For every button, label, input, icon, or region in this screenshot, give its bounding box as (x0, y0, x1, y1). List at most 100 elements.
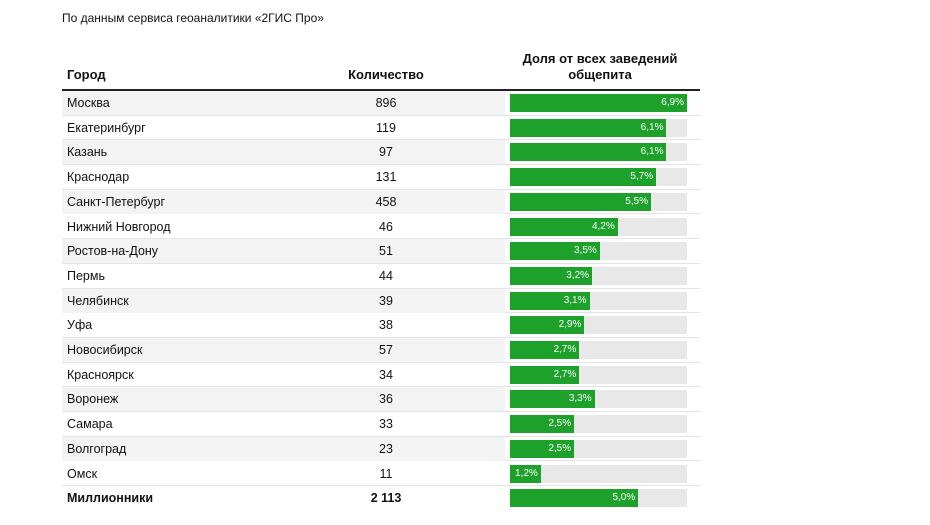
share-label: 6,9% (661, 97, 684, 108)
table-row: Санкт-Петербург 458 5,5% (62, 189, 700, 215)
table-row: Пермь 44 3,2% (62, 264, 700, 289)
header-count: Количество (348, 67, 424, 82)
count: 46 (379, 219, 393, 234)
bar-track: 5,5% (510, 192, 687, 211)
city: Нижний Новгород (67, 219, 171, 234)
share-bar: 3,1% (510, 291, 590, 310)
table-row: Екатеринбург 119 6,1% (62, 116, 700, 141)
city: Екатеринбург (67, 120, 146, 135)
share-bar: 2,5% (510, 415, 575, 434)
share-label: 2,9% (558, 319, 582, 331)
count: 2 113 (370, 491, 402, 506)
share-label: 2,5% (548, 442, 572, 454)
row-shade (62, 140, 505, 165)
bar-track: 5,0% (510, 489, 687, 508)
count: 57 (379, 343, 393, 357)
bar-track: 6,9% (510, 94, 687, 112)
count: 97 (379, 145, 393, 160)
share-bar: 6,9% (510, 94, 687, 112)
table-row: Волгоград 23 2,5% (62, 436, 700, 462)
bar-track: 6,1% (510, 118, 687, 137)
bar-track: 2,5% (510, 415, 687, 434)
table-row: Воронеж 36 3,3% (62, 387, 700, 413)
share-bar: 6,1% (510, 118, 667, 137)
share-bar: 4,2% (510, 217, 618, 236)
table-row: Омск 11 1,2% (62, 462, 700, 487)
share-bar: 5,7% (510, 168, 657, 187)
share-bar: 2,7% (510, 341, 580, 359)
bar-track: 4,2% (510, 217, 687, 236)
count: 38 (379, 318, 393, 333)
table-row: Челябинск 39 3,1% (62, 288, 700, 314)
count: 51 (379, 244, 393, 259)
share-bar: 3,2% (510, 266, 593, 285)
bar-track: 3,2% (510, 266, 687, 285)
share-label: 3,3% (568, 393, 592, 405)
share-bar: 2,9% (510, 316, 585, 335)
city: Москва (67, 96, 110, 110)
table-row: Москва 896 6,9% (62, 91, 700, 116)
share-bar: 3,5% (510, 242, 600, 261)
table-row: Краснодар 131 5,7% (62, 165, 700, 190)
share-label: 6,1% (640, 121, 664, 133)
share-bar: 2,7% (510, 365, 580, 384)
bar-track: 5,7% (510, 168, 687, 187)
bar-track: 2,7% (510, 341, 687, 359)
share-label: 2,7% (553, 368, 577, 380)
bar-track: 2,7% (510, 365, 687, 384)
city: Воронеж (67, 392, 119, 407)
bar-track: 6,1% (510, 143, 687, 162)
table-row: Уфа 38 2,9% (62, 313, 700, 338)
city: Челябинск (67, 293, 129, 308)
count: 34 (379, 367, 393, 382)
share-label: 3,5% (573, 245, 597, 257)
city: Миллионники (67, 491, 154, 506)
row-shade (62, 239, 505, 264)
table-row: Ростов-на-Дону 51 3,5% (62, 239, 700, 264)
share-bar: 1,2% (510, 464, 541, 483)
bar-track: 3,1% (510, 291, 687, 310)
count: 458 (375, 194, 397, 209)
table-row: Миллионники 2 113 5,0% (62, 486, 700, 511)
share-label: 5,5% (625, 195, 649, 207)
city: Волгоград (67, 441, 127, 456)
count: 44 (379, 268, 393, 283)
row-shade (62, 387, 505, 412)
header-share: Доля от всех заведений общепита (522, 51, 678, 82)
count: 131 (375, 170, 397, 185)
city: Самара (67, 417, 113, 432)
city: Ростов-на-Дону (67, 244, 159, 259)
bar-track: 2,5% (510, 439, 687, 458)
table-row: Казань 97 6,1% (62, 140, 700, 166)
count: 119 (376, 120, 396, 135)
bar-track: 2,9% (510, 316, 687, 335)
row-shade (62, 189, 505, 214)
share-label: 2,7% (553, 344, 577, 355)
share-label: 6,1% (640, 146, 664, 158)
bar-track: 3,3% (510, 390, 687, 409)
count: 896 (375, 96, 397, 110)
header-rule (62, 89, 700, 91)
city: Уфа (67, 318, 93, 333)
city: Новосибирск (67, 343, 143, 357)
city: Красноярск (67, 367, 134, 382)
row-shade (62, 338, 505, 362)
share-label: 3,2% (566, 269, 590, 281)
table-row: Нижний Новгород 46 4,2% (62, 215, 700, 240)
city: Краснодар (67, 170, 130, 185)
bar-track: 3,5% (510, 242, 687, 261)
bar-track: 1,2% (510, 464, 687, 483)
table-row: Красноярск 34 2,7% (62, 363, 700, 388)
share-label: 5,7% (630, 171, 654, 183)
share-bar: 5,5% (510, 192, 652, 211)
table-row: Самара 33 2,5% (62, 412, 700, 437)
share-bar: 2,5% (510, 439, 575, 458)
count: 36 (379, 392, 393, 407)
share-label: 3,1% (563, 294, 587, 306)
share-bar: 6,1% (510, 143, 667, 162)
count: 11 (379, 466, 393, 481)
header-city: Город (67, 67, 106, 82)
row-shade (62, 91, 505, 115)
table-row: Новосибирск 57 2,7% (62, 338, 700, 363)
